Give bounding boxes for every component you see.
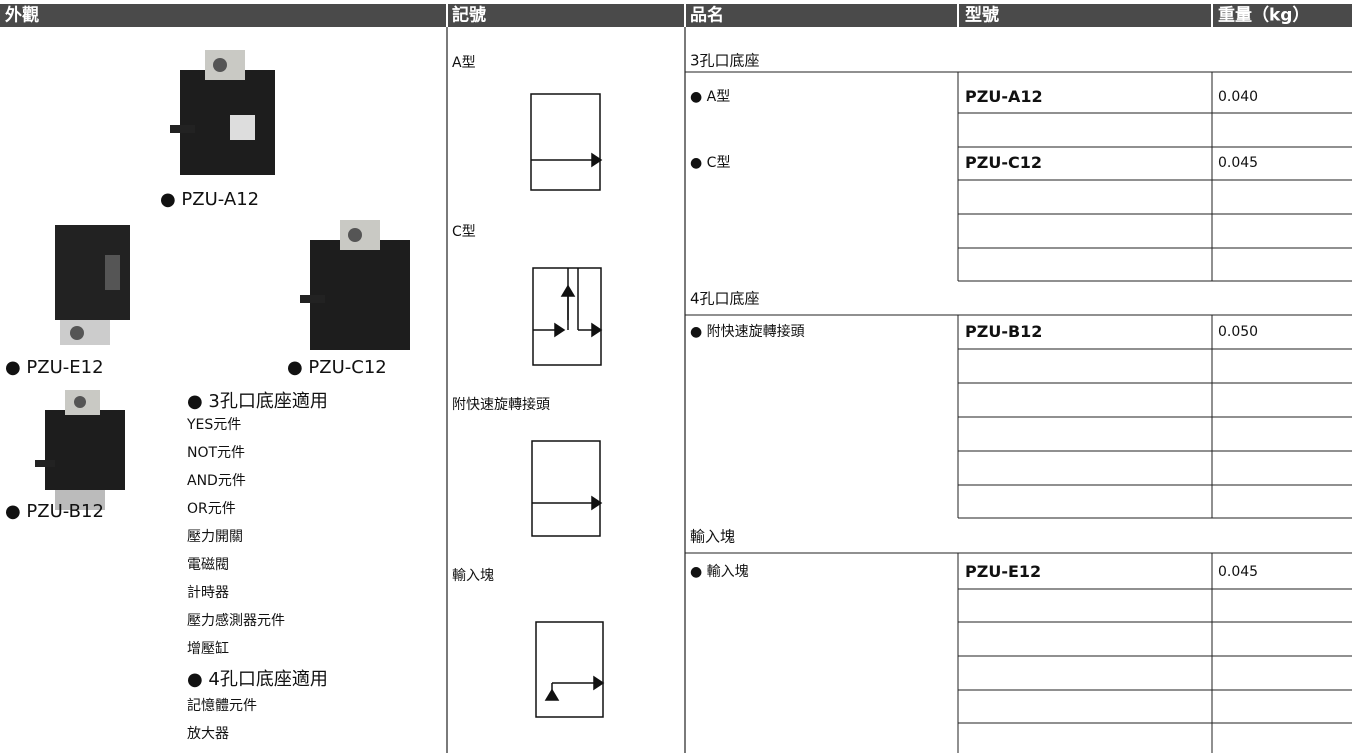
product-label: ● PZU-E12 [5,357,104,378]
note: 電磁閥 [187,557,229,573]
note: 壓力感測器元件 [187,613,285,629]
weight: 0.040 [1218,89,1259,105]
note: 壓力開關 [187,529,243,545]
model: PZU-B12 [965,322,1043,341]
model: PZU-C12 [965,153,1042,172]
note: 計時器 [187,585,229,601]
product-label: ● PZU-B12 [5,501,104,522]
product-photos [35,50,410,510]
product-label: ● PZU-A12 [160,189,260,210]
section-title: 4孔口底座 [690,289,760,308]
symbol-label: A型 [452,55,476,71]
column-header: 重量（kg） [1218,5,1310,26]
column-header: 記號 [452,5,486,26]
note: AND元件 [187,473,246,489]
column-header: 品名 [690,5,724,26]
section-title: 輸入塊 [690,527,736,545]
symbol-label: 輸入塊 [452,568,494,584]
column-borders [446,27,686,753]
note: 放大器 [187,726,229,742]
note: YES元件 [187,417,242,433]
weight: 0.045 [1218,155,1259,171]
item-name: ● A型 [690,89,731,105]
item-name: ● 輸入塊 [690,564,749,580]
note: 記憶體元件 [187,698,257,714]
section-title: 3孔口底座 [690,51,760,69]
header-bar [0,4,1352,27]
item-name: ● C型 [690,155,731,171]
item-name: ● 附快速旋轉接頭 [690,324,805,340]
note: ● 4孔口底座適用 [187,669,328,690]
note: NOT元件 [187,445,246,461]
note: OR元件 [187,501,236,517]
weight: 0.050 [1218,324,1259,340]
note: 增壓缸 [187,641,229,657]
column-header: 型號 [965,5,999,26]
note: ● 3孔口底座適用 [187,391,328,412]
symbol-label: 附快速旋轉接頭 [452,397,550,413]
model: PZU-A12 [965,87,1043,106]
symbols [530,93,605,718]
model: PZU-E12 [965,562,1042,581]
column-header: 外觀 [5,5,39,26]
symbol-label: C型 [452,224,476,240]
header-separators [446,4,1213,27]
product-label: ● PZU-C12 [287,357,387,378]
weight: 0.045 [1218,564,1259,580]
